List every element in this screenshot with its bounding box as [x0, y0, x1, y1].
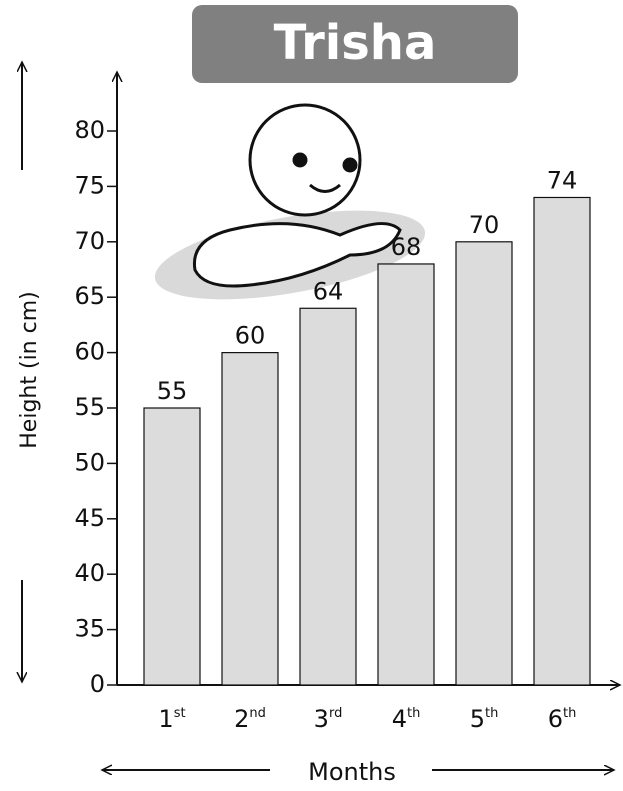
value-label: 60	[235, 322, 266, 350]
x-tick-label: 1st	[158, 705, 185, 733]
bar	[378, 264, 434, 685]
y-tick-label: 40	[74, 559, 105, 587]
x-tick-label: 2nd	[234, 705, 266, 733]
chart-title: Trisha	[274, 15, 437, 71]
y-tick-label: 0	[90, 670, 105, 698]
x-tick-label: 5th	[470, 705, 499, 733]
value-label: 68	[391, 233, 422, 261]
value-label: 55	[157, 377, 188, 405]
y-tick-label: 65	[74, 282, 105, 310]
page: {"chart_data": {"type": "bar", "title": …	[0, 0, 623, 791]
x-tick-label: 4th	[392, 705, 421, 733]
y-tick-label: 70	[74, 227, 105, 255]
bar	[456, 242, 512, 685]
value-label: 74	[547, 166, 578, 194]
value-label: 70	[469, 211, 500, 239]
x-tick-label: 6th	[548, 705, 577, 733]
bar	[300, 308, 356, 685]
value-label: 64	[313, 277, 344, 305]
bar	[144, 408, 200, 685]
x-tick-label: 3rd	[314, 705, 343, 733]
y-tick-label: 35	[74, 615, 105, 643]
y-tick-label: 75	[74, 171, 105, 199]
y-tick-label: 80	[74, 116, 105, 144]
bar	[534, 197, 590, 685]
y-tick-label: 60	[74, 338, 105, 366]
bar	[222, 353, 278, 685]
y-tick-label: 50	[74, 448, 105, 476]
y-axis-label: Height (in cm)	[17, 291, 42, 448]
x-axis-label: Months	[308, 758, 396, 786]
y-tick-label: 55	[74, 393, 105, 421]
chart: Trisha Height (in cm) Months 0 35 40 45 50 55…	[0, 0, 623, 791]
y-tick-label: 45	[74, 504, 105, 532]
